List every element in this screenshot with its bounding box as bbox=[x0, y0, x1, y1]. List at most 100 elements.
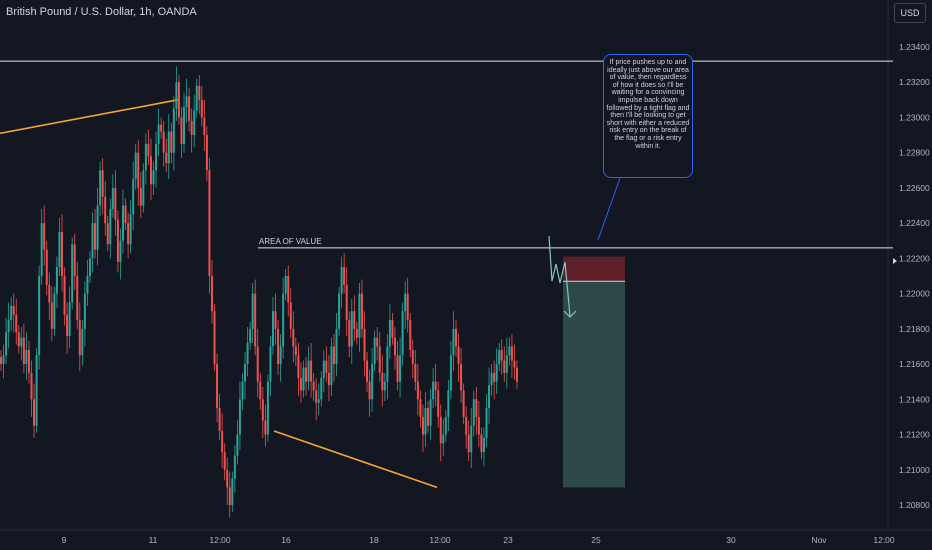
candle-body-106 bbox=[269, 346, 272, 382]
candle-body-69 bbox=[175, 82, 178, 109]
stop-loss-zone[interactable] bbox=[563, 256, 625, 282]
candle-body-131 bbox=[332, 346, 335, 365]
candle-body-33 bbox=[83, 293, 86, 329]
last-price-marker bbox=[893, 258, 897, 264]
candle-body-172 bbox=[437, 390, 440, 417]
candle-body-186 bbox=[472, 399, 475, 426]
candle-body-3 bbox=[7, 320, 10, 333]
price-axis[interactable]: 1.23400 1.23200 1.23000 1.22800 1.22600 1.224… bbox=[899, 42, 930, 510]
candle-body-2 bbox=[5, 332, 8, 356]
candles bbox=[0, 66, 518, 518]
candle-body-164 bbox=[416, 381, 419, 400]
candle-body-141 bbox=[358, 293, 361, 338]
candle-body-197 bbox=[500, 349, 503, 361]
candle-body-95 bbox=[241, 381, 244, 400]
candle-body-148 bbox=[376, 337, 379, 347]
candle-body-32 bbox=[81, 328, 84, 356]
area-of-value-label: AREA OF VALUE bbox=[259, 237, 322, 246]
candle-body-5 bbox=[12, 305, 15, 315]
candle-body-45 bbox=[114, 187, 117, 220]
candle-body-181 bbox=[460, 364, 463, 391]
candle-body-111 bbox=[282, 293, 285, 347]
candle-body-137 bbox=[348, 320, 351, 347]
candle-body-139 bbox=[353, 311, 356, 329]
candle-body-143 bbox=[363, 328, 366, 361]
candle-body-39 bbox=[99, 170, 102, 206]
candle-body-201 bbox=[510, 346, 513, 361]
candle-body-7 bbox=[17, 332, 20, 347]
candle-body-185 bbox=[470, 425, 473, 453]
candle-body-178 bbox=[452, 328, 455, 356]
candle-body-183 bbox=[465, 416, 468, 435]
candle-body-11 bbox=[27, 349, 30, 373]
candle-body-200 bbox=[508, 346, 511, 356]
candle-body-193 bbox=[490, 372, 493, 386]
time-tick-8: 30 bbox=[726, 535, 736, 545]
candle-body-37 bbox=[94, 223, 97, 250]
candle-body-180 bbox=[457, 346, 460, 365]
candle-body-171 bbox=[434, 381, 437, 391]
candle-body-136 bbox=[345, 284, 348, 321]
upper-trendline[interactable] bbox=[0, 99, 179, 135]
time-tick-0: 9 bbox=[62, 535, 67, 545]
candle-body-170 bbox=[432, 381, 435, 400]
price-tick-4: 1.22600 bbox=[899, 183, 930, 193]
candle-body-179 bbox=[454, 328, 457, 347]
time-tick-7: 25 bbox=[591, 535, 601, 545]
candle-body-56 bbox=[142, 170, 145, 206]
candle-body-132 bbox=[335, 328, 338, 365]
price-tick-12: 1.21000 bbox=[899, 465, 930, 475]
candle-body-152 bbox=[386, 346, 389, 382]
candle-body-40 bbox=[101, 170, 104, 197]
lower-trendline[interactable] bbox=[273, 430, 438, 489]
candle-body-59 bbox=[149, 156, 152, 185]
candle-body-97 bbox=[246, 342, 249, 365]
candle-body-49 bbox=[124, 205, 127, 224]
trade-note-callout[interactable]: If price pushes up to and ideally just a… bbox=[603, 54, 693, 178]
candle-body-140 bbox=[355, 328, 358, 338]
candle-body-67 bbox=[170, 131, 173, 153]
candle-body-41 bbox=[104, 196, 107, 224]
candle-body-184 bbox=[467, 434, 470, 453]
target-zone[interactable] bbox=[563, 281, 625, 488]
candle-body-114 bbox=[289, 302, 292, 329]
time-tick-1: 11 bbox=[149, 535, 158, 545]
currency-button[interactable]: USD bbox=[894, 3, 926, 23]
candle-body-36 bbox=[91, 223, 94, 259]
candle-body-73 bbox=[185, 96, 188, 107]
candle-body-157 bbox=[399, 355, 402, 382]
candle-body-47 bbox=[119, 240, 122, 262]
candle-body-104 bbox=[264, 420, 267, 435]
candle-body-163 bbox=[414, 364, 417, 382]
candle-body-58 bbox=[147, 143, 150, 157]
candle-body-138 bbox=[350, 311, 353, 347]
candle-body-167 bbox=[424, 408, 427, 435]
time-axis[interactable]: 9 11 12:00 16 18 12:00 23 25 30 Nov 12:00 bbox=[62, 535, 895, 545]
candle-body-128 bbox=[325, 360, 328, 373]
candle-body-18 bbox=[45, 249, 48, 285]
candle-body-121 bbox=[307, 360, 310, 382]
candle-body-102 bbox=[259, 381, 262, 400]
candle-body-117 bbox=[297, 355, 300, 379]
candle-body-177 bbox=[449, 355, 452, 391]
candle-body-22 bbox=[55, 267, 58, 294]
candle-body-87 bbox=[221, 431, 224, 453]
candle-body-55 bbox=[139, 187, 142, 206]
candle-body-158 bbox=[401, 311, 404, 356]
candle-body-66 bbox=[167, 131, 170, 164]
candle-body-17 bbox=[43, 223, 46, 250]
candle-body-46 bbox=[116, 219, 119, 262]
candle-body-123 bbox=[312, 381, 315, 391]
candle-body-190 bbox=[482, 438, 485, 453]
price-tick-2: 1.23000 bbox=[899, 112, 930, 122]
candle-body-146 bbox=[371, 364, 374, 400]
candle-body-0 bbox=[0, 357, 2, 365]
candle-body-107 bbox=[271, 311, 274, 347]
candle-body-134 bbox=[340, 267, 343, 294]
candle-body-88 bbox=[223, 452, 226, 470]
candle-body-124 bbox=[315, 390, 318, 403]
candle-body-61 bbox=[155, 143, 158, 171]
candle-body-99 bbox=[251, 293, 254, 329]
candle-body-90 bbox=[228, 487, 231, 505]
